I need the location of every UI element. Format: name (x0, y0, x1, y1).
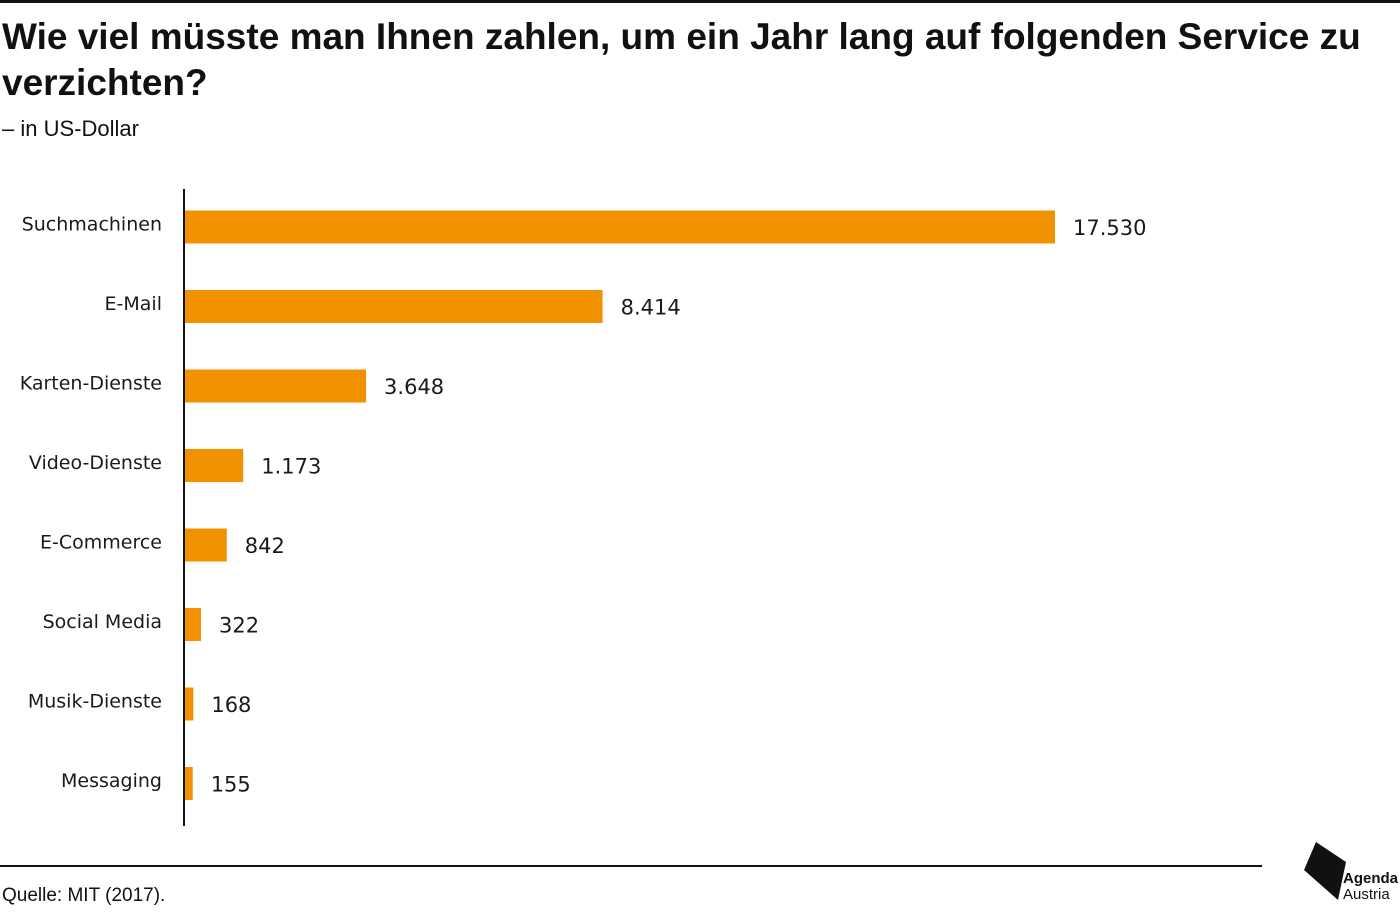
top-rule (0, 0, 1400, 3)
agenda-austria-logo: Agenda Austria (1302, 840, 1400, 906)
logo-text: Agenda Austria (1343, 871, 1398, 903)
source-note: Quelle: MIT (2017). (2, 885, 166, 906)
category-label: Karten-Dienste (20, 373, 162, 395)
chart-title: Wie viel müsste man Ihnen zahlen, um ein… (2, 16, 1361, 103)
value-label: 8.414 (621, 296, 681, 320)
bar (185, 449, 244, 482)
bar (185, 528, 227, 562)
value-label: 842 (245, 534, 285, 558)
category-label: Video-Dienste (29, 452, 162, 474)
bar (185, 290, 603, 323)
bar (185, 369, 367, 403)
logo-line-1: Agenda (1343, 870, 1399, 887)
category-label: Musik-Dienste (28, 691, 162, 713)
bar (185, 210, 1055, 244)
bars-layer: Suchmachinen 17.530 E-Mail 8.414 Karten-Dien… (20, 210, 1146, 800)
category-label: Suchmachinen (22, 214, 162, 236)
value-label: 17.530 (1073, 216, 1146, 240)
value-label: 1.173 (261, 455, 321, 479)
chart-subtitle: – in US-Dollar (2, 116, 139, 141)
value-label: 3.648 (384, 375, 444, 399)
category-label: E-Commerce (40, 532, 162, 554)
bar (185, 687, 194, 721)
logo-line-2: Austria (1343, 886, 1390, 903)
bar (185, 767, 193, 800)
category-label: Social Media (43, 611, 162, 633)
category-label: Messaging (61, 770, 162, 792)
footer-rule (0, 865, 1262, 867)
value-label: 322 (219, 614, 259, 638)
value-label: 168 (211, 693, 251, 717)
logo-mark-icon (1304, 842, 1346, 900)
category-label: E-Mail (105, 293, 162, 315)
value-label: 155 (211, 773, 251, 797)
bar (185, 608, 201, 641)
